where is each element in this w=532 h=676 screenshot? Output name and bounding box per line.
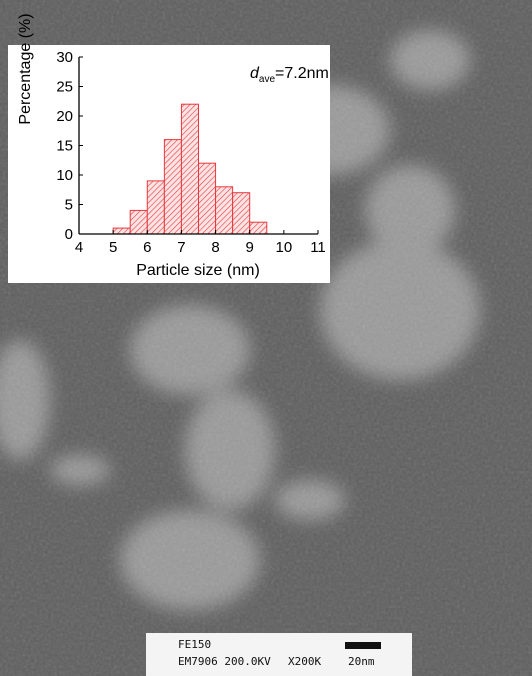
x-tick-label: 5 — [109, 239, 117, 256]
x-tick-label: 9 — [246, 239, 254, 256]
bar — [198, 162, 217, 235]
x-tick-label: 11 — [310, 239, 326, 256]
label-mag: X200K — [288, 655, 321, 668]
bar — [146, 180, 165, 235]
annotation-subscript: ave — [259, 74, 276, 85]
y-tick-label: 20 — [56, 108, 73, 125]
y-tick-label: 10 — [56, 167, 73, 184]
annotation-text: =7.2nm — [275, 65, 329, 82]
x-tick-label: 4 — [75, 239, 83, 256]
bar — [112, 227, 131, 235]
bar — [129, 209, 148, 235]
histogram-inset: 4 5 6 7 8 9 10 11 0 5 10 15 20 25 30 — [56, 49, 325, 256]
y-tick-label: 30 — [56, 49, 73, 66]
y-tick-label: 5 — [65, 197, 73, 214]
bar — [249, 221, 268, 235]
label-scale: 20nm — [348, 655, 375, 668]
x-tick-label: 10 — [276, 239, 293, 256]
y-axis-title: Percentage (%) — [17, 13, 34, 124]
bar — [232, 192, 251, 235]
bar — [163, 139, 182, 235]
scale-bar — [345, 642, 381, 649]
label-strip — [146, 633, 412, 676]
x-axis-title: Particle size (nm) — [136, 262, 260, 279]
y-tick-label: 25 — [56, 79, 73, 96]
label-line1: FE150 — [178, 638, 211, 651]
y-tick-label: 15 — [56, 138, 73, 155]
y-tick-label: 0 — [65, 226, 73, 243]
label-text: EM7906 200.0KV — [178, 655, 271, 668]
x-tick-label: 8 — [211, 239, 219, 256]
bar — [180, 103, 200, 235]
x-tick-label: 7 — [177, 239, 185, 256]
bar — [215, 186, 234, 235]
x-tick-label: 6 — [143, 239, 151, 256]
annotation-symbol: d — [250, 65, 260, 82]
annotation: dave=7.2nm — [250, 65, 329, 85]
